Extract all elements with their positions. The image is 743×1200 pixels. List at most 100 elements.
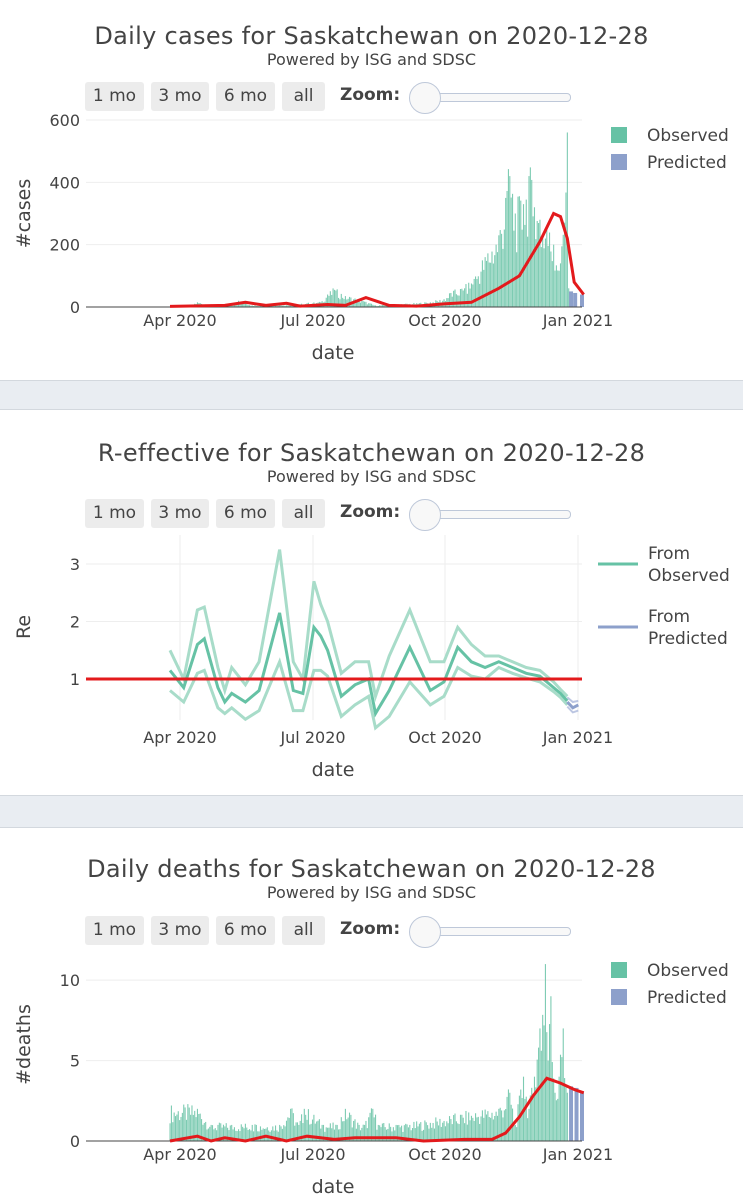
observed-bar: [358, 1124, 360, 1141]
observed-bar: [564, 222, 566, 307]
observed-bar: [566, 1092, 568, 1141]
observed-bar: [553, 1078, 555, 1141]
observed-bar: [218, 1122, 220, 1141]
range-1mo-button[interactable]: 1 mo: [85, 82, 144, 111]
range-1mo-button[interactable]: 1 mo: [85, 916, 144, 945]
observed-bar: [450, 1119, 452, 1141]
observed-bar: [184, 1107, 186, 1141]
observed-bar: [512, 193, 514, 307]
observed-bar: [372, 1108, 374, 1141]
observed-bar: [222, 1124, 225, 1141]
observed-bar: [380, 1127, 382, 1141]
observed-bar: [536, 1059, 538, 1141]
legend-predicted-label: Predicted: [647, 153, 727, 173]
observed-bar: [355, 1128, 357, 1141]
observed-bar: [514, 213, 516, 307]
observed-bar: [317, 1120, 319, 1141]
range-3mo-button[interactable]: 3 mo: [151, 82, 209, 111]
range-all-button[interactable]: all: [282, 916, 325, 945]
observed-bar: [384, 1127, 386, 1141]
observed-bar: [468, 1112, 470, 1141]
observed-bar: [321, 1124, 323, 1141]
observed-bar: [191, 1105, 193, 1141]
observed-bar: [190, 1114, 192, 1141]
observed-bar: [325, 1127, 327, 1141]
legend-observed-label-line2: Observed: [648, 566, 730, 586]
observed-bar: [383, 304, 385, 307]
observed-bar: [387, 1128, 389, 1141]
observed-bar: [435, 1117, 437, 1141]
range-1mo-button[interactable]: 1 mo: [85, 499, 144, 528]
observed-bar: [333, 1129, 335, 1141]
observed-bar: [461, 288, 463, 307]
range-all-button[interactable]: all: [282, 82, 325, 111]
observed-bar: [180, 1116, 182, 1141]
zoom-slider-handle[interactable]: [409, 82, 441, 114]
observed-bar: [173, 1112, 175, 1141]
observed-bar: [395, 1124, 397, 1141]
range-6mo-button[interactable]: 6 mo: [216, 499, 275, 528]
observed-bar: [405, 1123, 407, 1141]
observed-bar: [495, 1111, 497, 1141]
observed-bar: [433, 1128, 436, 1141]
zoom-slider-handle[interactable]: [409, 499, 441, 531]
observed-bar: [338, 297, 340, 307]
observed-bar: [554, 270, 556, 307]
observed-bar: [505, 197, 507, 307]
observed-bar: [542, 234, 544, 307]
observed-bar: [528, 1108, 530, 1141]
observed-bar: [469, 288, 471, 307]
observed-bar: [368, 1117, 370, 1141]
observed-bar: [259, 1126, 262, 1141]
observed-bar: [368, 303, 370, 307]
observed-bar: [477, 276, 479, 307]
observed-bar: [568, 288, 570, 307]
observed-bar: [340, 1117, 342, 1141]
observed-bar: [525, 1096, 527, 1141]
observed-bar: [535, 1087, 537, 1141]
observed-bar: [361, 1127, 363, 1141]
zoom-slider-handle[interactable]: [409, 916, 441, 948]
observed-bar: [332, 1122, 334, 1141]
range-6mo-button[interactable]: 6 mo: [216, 82, 275, 111]
observed-bar: [461, 1114, 463, 1141]
observed-bar: [320, 1128, 322, 1141]
observed-bar: [455, 294, 457, 307]
observed-bar: [251, 1124, 253, 1141]
observed-bar: [531, 179, 533, 307]
observed-bar: [422, 1129, 425, 1141]
observed-bar: [527, 236, 529, 307]
observed-bar: [551, 1062, 553, 1141]
observed-bar: [428, 1128, 430, 1141]
fit-curve: [169, 1076, 585, 1143]
observed-bar: [364, 1124, 366, 1141]
range-3mo-button[interactable]: 3 mo: [151, 499, 209, 528]
observed-bar: [454, 1113, 456, 1141]
observed-bar: [339, 299, 341, 307]
observed-bar: [525, 199, 527, 307]
observed-bar: [248, 305, 251, 307]
observed-bar: [213, 1129, 215, 1141]
re-panel: R-effective for Saskatchewan on 2020-12-…: [0, 410, 743, 795]
observed-bar: [531, 1087, 533, 1141]
range-6mo-button[interactable]: 6 mo: [216, 916, 275, 945]
range-all-button[interactable]: all: [282, 499, 325, 528]
observed-bar: [307, 1109, 309, 1141]
observed-bar: [274, 1125, 277, 1141]
x-tick-label: Jul 2020: [279, 728, 345, 747]
observed-bar: [543, 248, 545, 307]
observed-bar: [559, 263, 562, 307]
y-tick-label: 400: [49, 173, 80, 192]
x-axis-label: date: [312, 342, 355, 364]
re-predicted-lower: [566, 705, 579, 714]
observed-bar: [248, 1129, 251, 1141]
range-3mo-button[interactable]: 3 mo: [151, 916, 209, 945]
observed-bar: [335, 290, 337, 307]
observed-bar: [385, 1129, 388, 1141]
observed-bar: [562, 234, 564, 307]
observed-bar: [188, 1107, 190, 1141]
observed-bar: [425, 1122, 427, 1141]
observed-bar: [243, 1128, 245, 1141]
observed-bar: [558, 270, 560, 307]
x-tick-label: Oct 2020: [408, 1145, 481, 1164]
